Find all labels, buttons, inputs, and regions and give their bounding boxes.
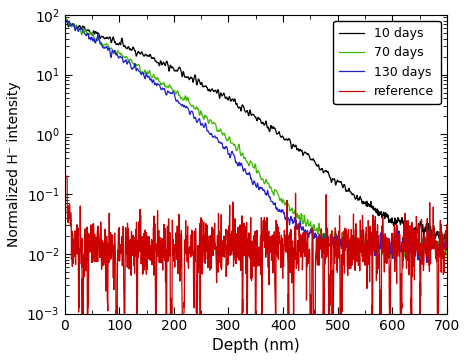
reference xyxy=(62,174,67,178)
Line: 70 days: 70 days xyxy=(64,18,447,260)
130 days xyxy=(64,18,70,22)
130 days xyxy=(62,43,67,47)
130 days xyxy=(263,192,269,197)
10 days xyxy=(372,206,378,210)
70 days xyxy=(263,179,269,183)
reference xyxy=(194,292,199,296)
10 days xyxy=(63,16,69,21)
reference xyxy=(85,329,91,334)
130 days xyxy=(372,239,378,243)
70 days xyxy=(194,105,199,109)
70 days xyxy=(63,15,69,20)
reference xyxy=(372,249,378,254)
10 days xyxy=(194,82,199,87)
reference xyxy=(444,244,450,249)
70 days xyxy=(239,153,244,157)
reference xyxy=(239,247,244,252)
70 days xyxy=(444,256,450,261)
Line: 130 days: 130 days xyxy=(64,20,447,262)
Line: 10 days: 10 days xyxy=(64,18,447,247)
10 days xyxy=(155,60,160,64)
70 days xyxy=(439,246,445,250)
10 days xyxy=(439,229,444,233)
130 days xyxy=(155,81,160,86)
Legend: 10 days, 70 days, 130 days, reference: 10 days, 70 days, 130 days, reference xyxy=(333,21,441,104)
70 days xyxy=(372,244,378,248)
130 days xyxy=(194,120,199,124)
10 days xyxy=(239,107,244,111)
10 days xyxy=(263,120,269,125)
Line: reference: reference xyxy=(64,176,447,332)
130 days xyxy=(239,161,244,165)
reference xyxy=(155,208,160,213)
10 days xyxy=(444,245,450,249)
Y-axis label: Normalized H⁻ intensity: Normalized H⁻ intensity xyxy=(7,81,21,247)
70 days xyxy=(155,76,160,80)
70 days xyxy=(62,39,67,43)
reference xyxy=(263,240,269,245)
70 days xyxy=(418,257,424,262)
reference xyxy=(439,231,444,235)
130 days xyxy=(424,260,430,265)
130 days xyxy=(439,239,445,243)
130 days xyxy=(444,239,450,243)
X-axis label: Depth (nm): Depth (nm) xyxy=(212,338,300,353)
10 days xyxy=(62,36,67,40)
